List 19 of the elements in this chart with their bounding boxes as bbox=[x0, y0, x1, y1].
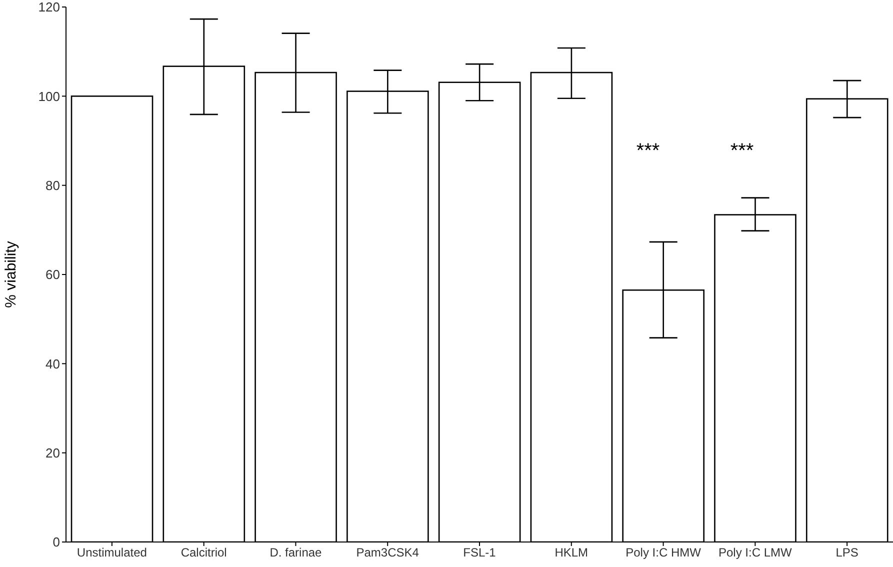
x-tick-label: Poly I:C HMW bbox=[626, 546, 702, 560]
x-tick-label: Poly I:C LMW bbox=[718, 546, 793, 560]
y-tick-label: 40 bbox=[46, 356, 60, 372]
y-tick-label: 120 bbox=[38, 0, 60, 15]
x-tick-label: D. farinae bbox=[270, 546, 322, 560]
annotation: *** bbox=[729, 140, 755, 163]
y-tick-label: 20 bbox=[46, 445, 60, 460]
y-tick-label: 80 bbox=[46, 178, 60, 193]
annotation: *** bbox=[635, 140, 661, 163]
x-tick-label: FSL-1 bbox=[463, 546, 496, 560]
y-tick-label: 100 bbox=[38, 88, 60, 104]
y-axis-title: % viability bbox=[2, 240, 20, 308]
y-tick-label: 0 bbox=[52, 534, 60, 550]
x-tick-label: HKLM bbox=[554, 546, 588, 560]
y-tick-label: 60 bbox=[46, 267, 60, 282]
x-tick-label: Pam3CSK4 bbox=[356, 546, 420, 560]
x-tick-label: Unstimulated bbox=[76, 546, 147, 560]
x-tick-label: Calcitriol bbox=[180, 546, 227, 560]
x-tick-label: LPS bbox=[836, 546, 858, 560]
